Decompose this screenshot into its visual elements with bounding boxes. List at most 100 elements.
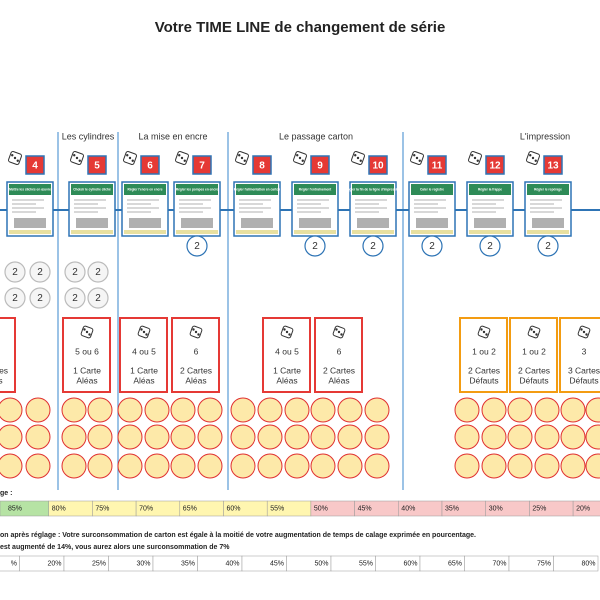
- counter: [117, 424, 143, 450]
- counter: [454, 453, 480, 479]
- die-pip: [178, 154, 181, 157]
- counter: [585, 397, 600, 423]
- counter: [364, 397, 390, 423]
- card-image: [76, 218, 108, 228]
- step-number: 10: [372, 161, 384, 172]
- counter: [481, 397, 507, 423]
- counter: [197, 424, 223, 450]
- token-value: 2: [72, 267, 78, 278]
- efficiency-value: 30%: [489, 505, 503, 512]
- counter: [230, 424, 256, 450]
- counter: [454, 397, 480, 423]
- token: [64, 261, 86, 283]
- die-pip: [142, 330, 146, 334]
- die-pip: [283, 328, 286, 331]
- die-pip: [359, 159, 362, 162]
- counter: [230, 453, 256, 479]
- dice-box: [0, 317, 16, 393]
- note-line: est augmenté de 14%, vous aurez alors un…: [0, 544, 230, 551]
- card-footer: [176, 230, 218, 234]
- dice-reward: 1 Carte: [130, 365, 158, 375]
- token-value: 2: [95, 267, 101, 278]
- dice-reward: Aléas: [76, 375, 97, 385]
- card-footer: [411, 230, 453, 234]
- card-header: [9, 184, 51, 195]
- die-pip: [418, 159, 421, 162]
- dice-reward: Défauts: [469, 375, 498, 385]
- card-heading: Régler l'encre en encre: [128, 187, 163, 191]
- card-image: [241, 218, 273, 228]
- counter: [257, 397, 283, 423]
- efficiency-value: 25%: [532, 505, 546, 512]
- token-value: 2: [12, 267, 18, 278]
- card-heading: Régler les pompes en encre: [176, 187, 219, 191]
- dice-roll: 1 ou 2: [522, 346, 546, 356]
- consumption-value: 80%: [581, 560, 595, 567]
- section-label: Les cylindres: [62, 131, 115, 141]
- dice-reward: 1 Carte: [73, 365, 101, 375]
- die-pip: [128, 156, 132, 160]
- die-pip: [585, 333, 588, 336]
- step-badge: [368, 155, 388, 175]
- note-line: on après réglage : Votre surconsommation…: [0, 532, 476, 539]
- die-pip: [301, 159, 304, 162]
- token: [421, 235, 443, 257]
- counter: [61, 453, 87, 479]
- die-pip: [126, 154, 129, 157]
- die-pip: [16, 159, 19, 162]
- die-pip: [530, 328, 533, 331]
- counter: [481, 424, 507, 450]
- die-pip: [298, 156, 302, 160]
- dice-reward: Aléas: [328, 375, 349, 385]
- counter: [310, 453, 336, 479]
- counter: [197, 453, 223, 479]
- step-badge: [252, 155, 272, 175]
- die-pip: [13, 156, 17, 160]
- token-value: 2: [37, 293, 43, 304]
- token: [29, 261, 51, 283]
- counter: [337, 453, 363, 479]
- die-pip: [197, 333, 200, 336]
- die-pip: [75, 156, 79, 160]
- counter: [454, 424, 480, 450]
- die-pip: [480, 328, 483, 331]
- card-header: [352, 184, 394, 195]
- card-heading: Régler l'alimentation en carton: [234, 187, 281, 191]
- die-pip: [73, 154, 76, 157]
- efficiency-value: 65%: [183, 505, 197, 512]
- die-pip: [131, 159, 134, 162]
- step-number: 8: [259, 161, 265, 172]
- counter: [364, 424, 390, 450]
- step-badge: [427, 155, 447, 175]
- efficiency-cell: [572, 500, 600, 517]
- counter: [534, 424, 560, 450]
- consumption-value: 50%: [314, 560, 328, 567]
- die-pip: [296, 154, 299, 157]
- dice-roll: 3: [582, 346, 587, 356]
- step-badge: [87, 155, 107, 175]
- counter: [144, 453, 170, 479]
- die-pip: [529, 154, 532, 157]
- die-pip: [535, 333, 538, 336]
- token-value: 2: [545, 241, 551, 252]
- token: [29, 287, 51, 309]
- consumption-value: 70%: [492, 560, 506, 567]
- counter: [144, 397, 170, 423]
- die-pip: [582, 330, 586, 334]
- token-value: 2: [370, 241, 376, 252]
- step-number: 9: [317, 161, 323, 172]
- efficiency-value: 70%: [139, 505, 153, 512]
- die-pip: [415, 156, 419, 160]
- dice-reward: 3 Cartes: [568, 365, 600, 375]
- title: Votre TIME LINE de changement de série: [155, 19, 446, 36]
- card-header: [294, 184, 336, 195]
- efficiency-value: 55%: [270, 505, 284, 512]
- token-value: 2: [194, 241, 200, 252]
- token: [4, 287, 26, 309]
- card-footer: [294, 230, 336, 234]
- card-image: [14, 218, 46, 228]
- card-image: [474, 218, 506, 228]
- dice-reward: Défauts: [519, 375, 548, 385]
- dice-reward: Aléas: [276, 375, 297, 385]
